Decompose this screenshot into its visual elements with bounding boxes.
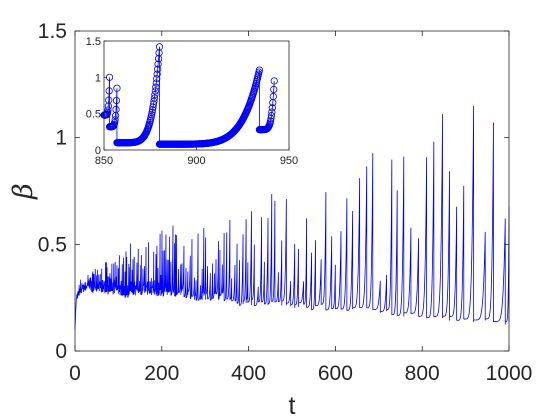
inset-point-marker	[270, 85, 278, 94]
y-tick-label: 0.5	[38, 233, 67, 256]
inset-point-marker	[151, 87, 159, 95]
inset-plot: 850 900 950 0 0.5 1 1.5	[86, 36, 298, 167]
inset-point-marker	[105, 96, 113, 104]
y-tick-label: 0	[55, 340, 67, 363]
inset-point-marker	[270, 77, 278, 85]
inset-ticks: 850 900 950 0 0.5 1 1.5	[86, 36, 298, 167]
x-tick-label: 0	[69, 362, 81, 385]
inset-point-marker	[267, 112, 276, 120]
main-series-layer	[74, 105, 510, 330]
inset-point-marker	[255, 66, 263, 74]
x-tick-label: 1000	[486, 362, 533, 385]
inset-point-marker	[268, 108, 276, 116]
inset-x-tick-label: 950	[280, 155, 298, 167]
inset-point-marker	[154, 55, 163, 63]
inset-point-marker	[112, 105, 120, 114]
inset-point-marker	[153, 70, 161, 78]
inset-y-tick-label: 1.5	[86, 36, 101, 48]
inset-point-marker	[149, 103, 157, 111]
x-axis-label: t	[289, 392, 296, 420]
inset-point-marker	[151, 91, 159, 99]
inset-point-marker	[112, 97, 121, 105]
y-axis-label: β	[8, 183, 39, 200]
x-tick-label: 800	[405, 362, 440, 385]
inset-point-marker	[111, 116, 119, 124]
inset-series-layer	[100, 43, 278, 148]
inset-y-tick-label: 0	[95, 145, 101, 157]
main-plot-frame	[74, 30, 510, 352]
inset-point-marker	[148, 106, 157, 114]
inset-point-marker	[104, 106, 112, 114]
x-tick-label: 600	[318, 362, 353, 385]
inset-x-tick-label: 900	[187, 155, 205, 167]
inset-point-marker	[154, 65, 162, 73]
inset-point-marker	[153, 75, 161, 83]
inset-x-tick-label: 850	[95, 155, 113, 167]
inset-y-tick-label: 0.5	[86, 109, 101, 121]
y-tick-label: 1.5	[38, 20, 67, 43]
inset-point-marker	[269, 93, 277, 101]
inset-y-tick-label: 1	[95, 72, 101, 84]
main-ticks: 0 200 400 600 800 1000 0 0.5 1 1.5	[38, 20, 533, 385]
inset-point-marker	[152, 83, 160, 91]
inset-point-marker	[113, 84, 121, 92]
inset-background	[104, 41, 289, 150]
inset-point-marker	[152, 79, 160, 87]
inset-point-marker	[155, 43, 164, 51]
inset-point-marker	[266, 117, 275, 125]
x-tick-label: 200	[144, 362, 179, 385]
inset-point-marker	[268, 104, 276, 112]
main-plot: 0 200 400 600 800 1000 0 0.5 1 1.5 t β	[8, 20, 532, 420]
x-tick-label: 400	[231, 362, 266, 385]
y-tick-label: 1	[55, 127, 67, 150]
inset-point-marker	[111, 119, 119, 127]
inset-point-marker	[148, 108, 156, 116]
inset-point-marker	[154, 60, 162, 68]
beta-series-line	[74, 105, 510, 330]
inset-point-marker	[150, 94, 159, 102]
inset-point-marker	[105, 87, 113, 95]
